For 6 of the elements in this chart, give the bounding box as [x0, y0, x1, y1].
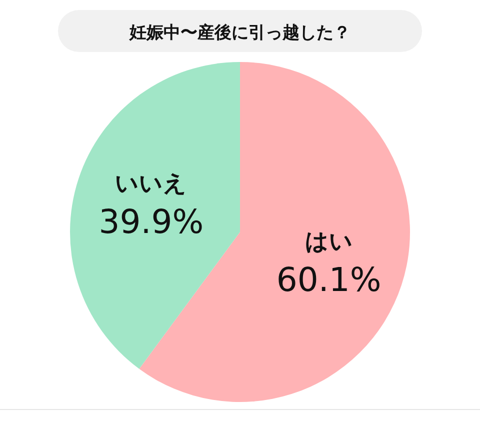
data-label: 60.1% [276, 260, 382, 300]
data-label: 39.9% [98, 202, 204, 241]
slice-label: はい [304, 229, 353, 256]
slice-label: いいえ [115, 170, 188, 197]
chart-title: 妊娠中〜産後に引っ越した？ [128, 23, 350, 43]
pie-slice [70, 62, 240, 369]
